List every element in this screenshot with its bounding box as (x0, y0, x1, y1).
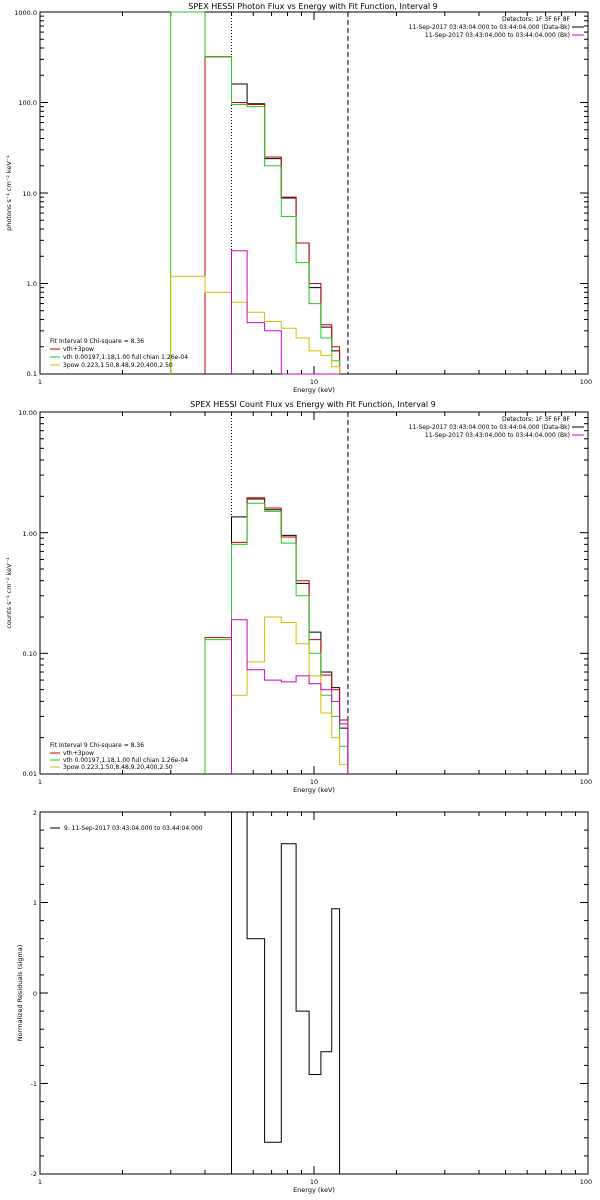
x-axis-label: Energy (keV) (293, 786, 335, 794)
legend-top-right: Detectors: 1F 3F 6F 8F 11-Sep-2017 03:43… (409, 16, 584, 39)
legend-text: vth 0.00197,1.18,1.00 full chian 1.26e-0… (63, 757, 188, 764)
x-axis-label: Energy (keV) (293, 1186, 335, 1194)
series-step-line (231, 616, 349, 774)
y-tick-label: 0.1 (27, 370, 37, 378)
y-tick-label: 1.00 (23, 530, 37, 538)
series-step-line (231, 250, 340, 375)
x-tick-label: 1 (38, 778, 42, 786)
legend-text: Fit Interval 9 Chi-square = 8.36 (50, 742, 144, 749)
y-tick-label: 2 (33, 809, 37, 817)
data-series (170, 11, 341, 375)
x-tick-label: 10 (310, 378, 318, 386)
series-step-line (204, 502, 349, 774)
legend-text: vth 0.00197,1.18,1.00 full chian 1.26e-0… (63, 354, 188, 361)
y-axis-label: counts s⁻¹ cm⁻² keV⁻¹ (5, 557, 13, 629)
y-tick-label: 10.0 (23, 190, 37, 198)
y-tick-label: -2 (31, 1170, 37, 1178)
photon-flux-panel: SPEX HESSI Photon Flux vs Energy with Fi… (5, 2, 592, 394)
x-tick-label: 100 (580, 1178, 592, 1186)
panel-title: SPEX HESSI Count Flux vs Energy with Fit… (190, 400, 435, 409)
series-step-line (231, 811, 341, 1174)
x-tick-label: 1 (38, 378, 42, 386)
legend-text: 11-Sep-2017 03:43:04.000 to 03:44:04.000… (409, 24, 570, 31)
plot-frame (39, 811, 589, 1175)
x-tick-label: 100 (580, 778, 592, 786)
series-step-line (170, 275, 341, 374)
count-flux-panel: SPEX HESSI Count Flux vs Energy with Fit… (5, 400, 592, 794)
y-tick-label: 1 (33, 899, 37, 907)
axes (39, 412, 589, 775)
legend-text: 3pow 0.223,1.50,8.48,9.20,400,2.50 (63, 764, 173, 771)
legend-text: 9. 11-Sep-2017 03:43:04.000 to 03:44:04.… (64, 825, 203, 832)
y-tick-label: 0 (33, 990, 37, 998)
y-tick-label: 0.01 (23, 770, 37, 778)
x-tick-label: 10 (310, 1178, 318, 1186)
legend-bottom-left: Fit Interval 9 Chi-square = 8.36 vth+3po… (50, 338, 188, 369)
x-tick-label: 1 (38, 1178, 42, 1186)
legend-text: Detectors: 1F 3F 6F 8F (502, 416, 571, 423)
series-step-line (204, 56, 341, 374)
y-tick-label: 1.0 (27, 280, 37, 288)
legend-text: Detectors: 1F 3F 6F 8F (502, 16, 571, 23)
y-tick-label: 1000.0 (14, 9, 37, 17)
plot-frame (39, 11, 589, 375)
y-axis-label: Normalized Residuals (sigma) (16, 945, 24, 1042)
series-step-line (204, 56, 341, 374)
legend-text: vth+3pow (63, 750, 94, 757)
y-tick-label: 10.00 (18, 409, 37, 417)
legend-text: Fit Interval 9 Chi-square = 8.36 (50, 338, 144, 345)
residuals-panel: 2 1 0 -1 -2 1 10 100 Energy (keV) Normal… (16, 809, 592, 1194)
panel-title: SPEX HESSI Photon Flux vs Energy with Fi… (188, 2, 438, 11)
series-step-line (170, 11, 341, 374)
legend-bottom-left: Fit Interval 9 Chi-square = 8.36 vth+3po… (50, 742, 188, 771)
legend-text: 11-Sep-2017 03:43:04.000 to 03:44:04.000… (425, 432, 570, 439)
y-tick-label: -1 (31, 1080, 37, 1088)
x-tick-label: 10 (310, 778, 318, 786)
x-axis-label: Energy (keV) (293, 386, 335, 394)
legend-top-right: Detectors: 1F 3F 6F 8F 11-Sep-2017 03:43… (409, 416, 584, 439)
legend-text: 11-Sep-2017 03:43:04.000 to 03:44:04.000… (425, 32, 570, 39)
legend-top-left: 9. 11-Sep-2017 03:43:04.000 to 03:44:04.… (50, 825, 203, 832)
x-tick-label: 100 (580, 378, 592, 386)
plot-frame (39, 411, 589, 775)
series-step-line (204, 497, 349, 774)
legend-text: 11-Sep-2017 03:43:04.000 to 03:44:04.000… (409, 424, 570, 431)
y-tick-label: 100.0 (18, 99, 37, 107)
legend-text: vth+3pow (63, 346, 94, 353)
series-step-line (231, 498, 349, 774)
data-series (204, 497, 349, 774)
axes (39, 811, 589, 1175)
axes (39, 12, 589, 375)
series-step-line (231, 619, 349, 774)
legend-text: 3pow 0.223,1.50,8.48,9.20,400,2.50 (63, 362, 173, 369)
data-series (231, 811, 341, 1174)
y-axis-label: photons s⁻¹ cm⁻² keV⁻¹ (5, 155, 13, 231)
y-tick-label: 0.10 (23, 650, 37, 658)
